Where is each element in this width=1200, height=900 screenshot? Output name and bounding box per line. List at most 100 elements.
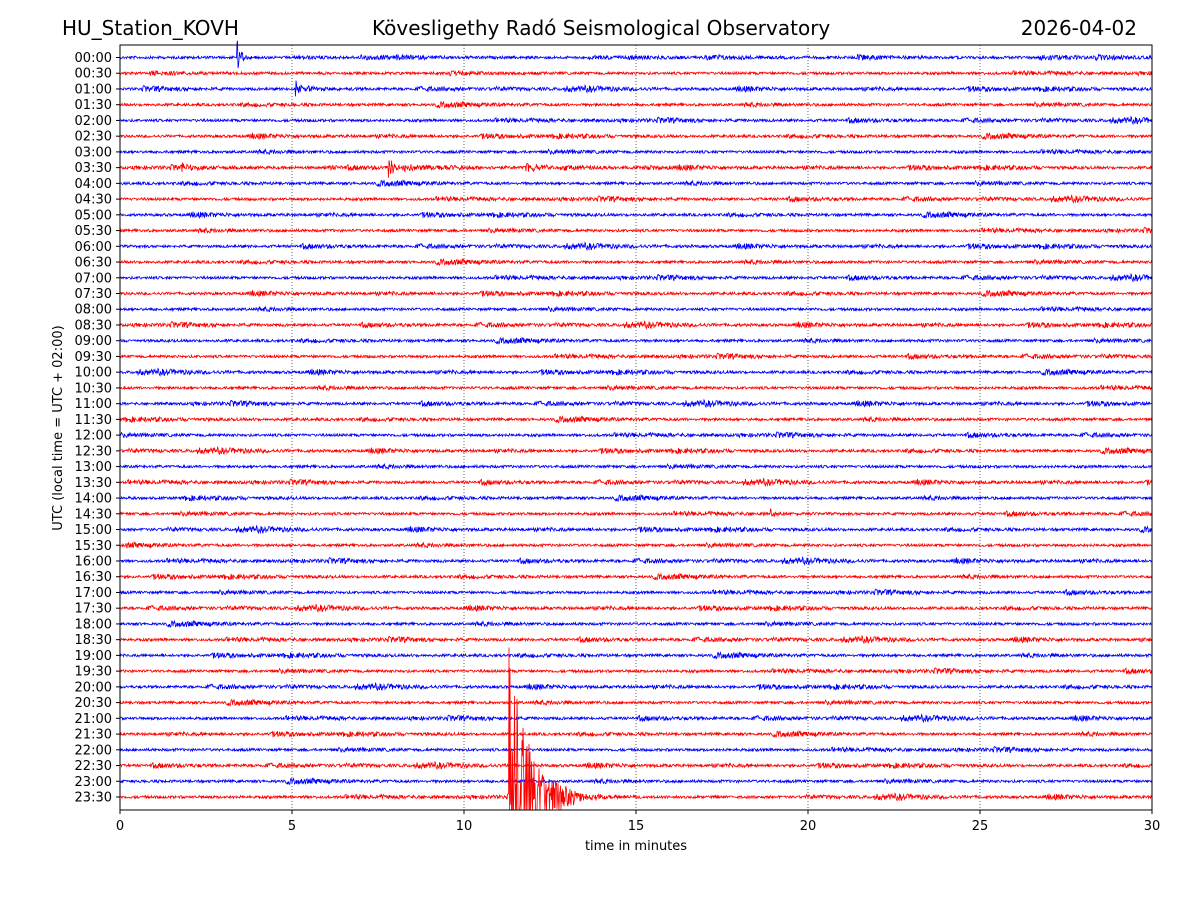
station-name: HU_Station_KOVH — [62, 16, 239, 40]
y-tick-label: 18:30 — [75, 633, 112, 648]
trace-1600 — [119, 556, 1153, 566]
trace-1330 — [119, 477, 1153, 488]
trace-1400 — [119, 493, 1153, 503]
y-tick-label: 15:00 — [75, 523, 112, 538]
x-tick-label: 20 — [800, 819, 817, 834]
y-tick-label: 19:30 — [75, 665, 112, 680]
y-tick-label: 04:30 — [75, 193, 112, 208]
y-tick-label: 05:30 — [75, 224, 112, 239]
trace-1000 — [119, 367, 1153, 377]
y-axis-label: UTC (local time = UTC + 02:00) — [51, 325, 66, 530]
trace-2230 — [119, 760, 1153, 771]
trace-2100 — [119, 713, 1153, 724]
trace-1830 — [119, 634, 1153, 645]
y-tick-label: 12:30 — [75, 444, 112, 459]
y-tick-label: 13:00 — [75, 460, 112, 475]
trace-0230 — [119, 131, 1153, 141]
y-tick-label: 18:00 — [75, 617, 112, 632]
trace-2030 — [119, 698, 1153, 707]
y-tick-label: 19:00 — [75, 649, 112, 664]
trace-1130 — [119, 415, 1153, 424]
y-tick-label: 14:30 — [75, 507, 112, 522]
trace-0400 — [119, 179, 1153, 188]
trace-1200 — [119, 431, 1153, 439]
y-tick-label: 02:00 — [75, 114, 112, 129]
y-tick-label: 01:00 — [75, 82, 112, 97]
y-tick-label: 17:30 — [75, 602, 112, 617]
trace-0100 — [119, 80, 1153, 97]
trace-1630 — [119, 572, 1153, 581]
trace-1430 — [119, 508, 1153, 518]
trace-0530 — [119, 226, 1153, 234]
y-tick-label: 20:30 — [75, 696, 112, 711]
y-tick-label: 08:30 — [75, 318, 112, 333]
trace-0200 — [119, 115, 1153, 126]
chart-title: Kövesligethy Radó Seismological Observat… — [372, 16, 831, 40]
y-tick-label: 00:00 — [75, 51, 112, 66]
trace-0800 — [119, 305, 1153, 313]
trace-1230 — [120, 445, 1153, 456]
y-tick-label: 01:30 — [75, 98, 112, 113]
y-tick-label: 09:00 — [75, 334, 112, 349]
trace-2300 — [119, 777, 1153, 786]
y-tick-label: 16:00 — [75, 554, 112, 569]
trace-1530 — [119, 541, 1153, 549]
x-tick-label: 15 — [628, 819, 645, 834]
trace-1100 — [119, 398, 1153, 409]
x-tick-label: 25 — [972, 819, 989, 834]
y-tick-label: 23:30 — [75, 791, 112, 806]
trace-1700 — [119, 588, 1153, 597]
trace-0730 — [119, 289, 1153, 298]
y-tick-label: 11:00 — [75, 397, 112, 412]
y-tick-label: 04:00 — [75, 177, 112, 192]
trace-0430 — [120, 194, 1153, 204]
y-tick-label: 09:30 — [75, 350, 112, 365]
y-tick-label: 00:30 — [75, 67, 112, 82]
y-tick-label: 06:00 — [75, 240, 112, 255]
trace-1300 — [119, 462, 1152, 470]
trace-2200 — [120, 746, 1153, 754]
y-tick-label: 10:00 — [75, 366, 112, 381]
y-tick-label: 07:30 — [75, 287, 112, 302]
y-tick-label: 02:30 — [75, 130, 112, 145]
y-tick-label: 05:00 — [75, 208, 112, 223]
trace-0130 — [119, 100, 1153, 109]
y-tick-label: 23:00 — [75, 775, 112, 790]
x-tick-label: 30 — [1144, 819, 1161, 834]
y-tick-label: 08:00 — [75, 303, 112, 318]
y-tick-label: 15:30 — [75, 539, 112, 554]
trace-1930 — [119, 667, 1153, 675]
x-tick-label: 0 — [116, 819, 124, 834]
trace-0000 — [119, 40, 1152, 69]
y-tick-label: 22:30 — [75, 759, 112, 774]
trace-0030 — [119, 69, 1153, 77]
trace-1030 — [119, 384, 1153, 392]
y-tick-label: 11:30 — [75, 413, 112, 428]
x-axis-label: time in minutes — [585, 839, 687, 854]
trace-0930 — [119, 352, 1153, 361]
trace-1900 — [119, 651, 1153, 660]
y-tick-label: 14:00 — [75, 492, 112, 507]
trace-0600 — [119, 241, 1153, 252]
y-tick-label: 21:00 — [75, 712, 112, 727]
trace-0830 — [119, 320, 1153, 330]
trace-0300 — [119, 148, 1153, 156]
y-tick-label: 13:30 — [75, 476, 112, 491]
y-tick-label: 03:00 — [75, 145, 112, 160]
trace-0630 — [119, 257, 1153, 267]
y-tick-label: 12:00 — [75, 429, 112, 444]
trace-0700 — [119, 272, 1153, 283]
trace-0900 — [119, 336, 1153, 345]
y-tick-label: 07:00 — [75, 271, 112, 286]
x-tick-label: 10 — [456, 819, 473, 834]
trace-2000 — [119, 681, 1153, 692]
trace-2130 — [119, 729, 1153, 739]
trace-0330 — [119, 160, 1153, 178]
y-tick-label: 03:30 — [75, 161, 112, 176]
chart-date: 2026-04-02 — [1020, 16, 1137, 40]
y-tick-label: 21:30 — [75, 728, 112, 743]
y-tick-label: 20:00 — [75, 680, 112, 695]
trace-2330 — [119, 647, 1153, 811]
y-tick-label: 10:30 — [75, 381, 112, 396]
